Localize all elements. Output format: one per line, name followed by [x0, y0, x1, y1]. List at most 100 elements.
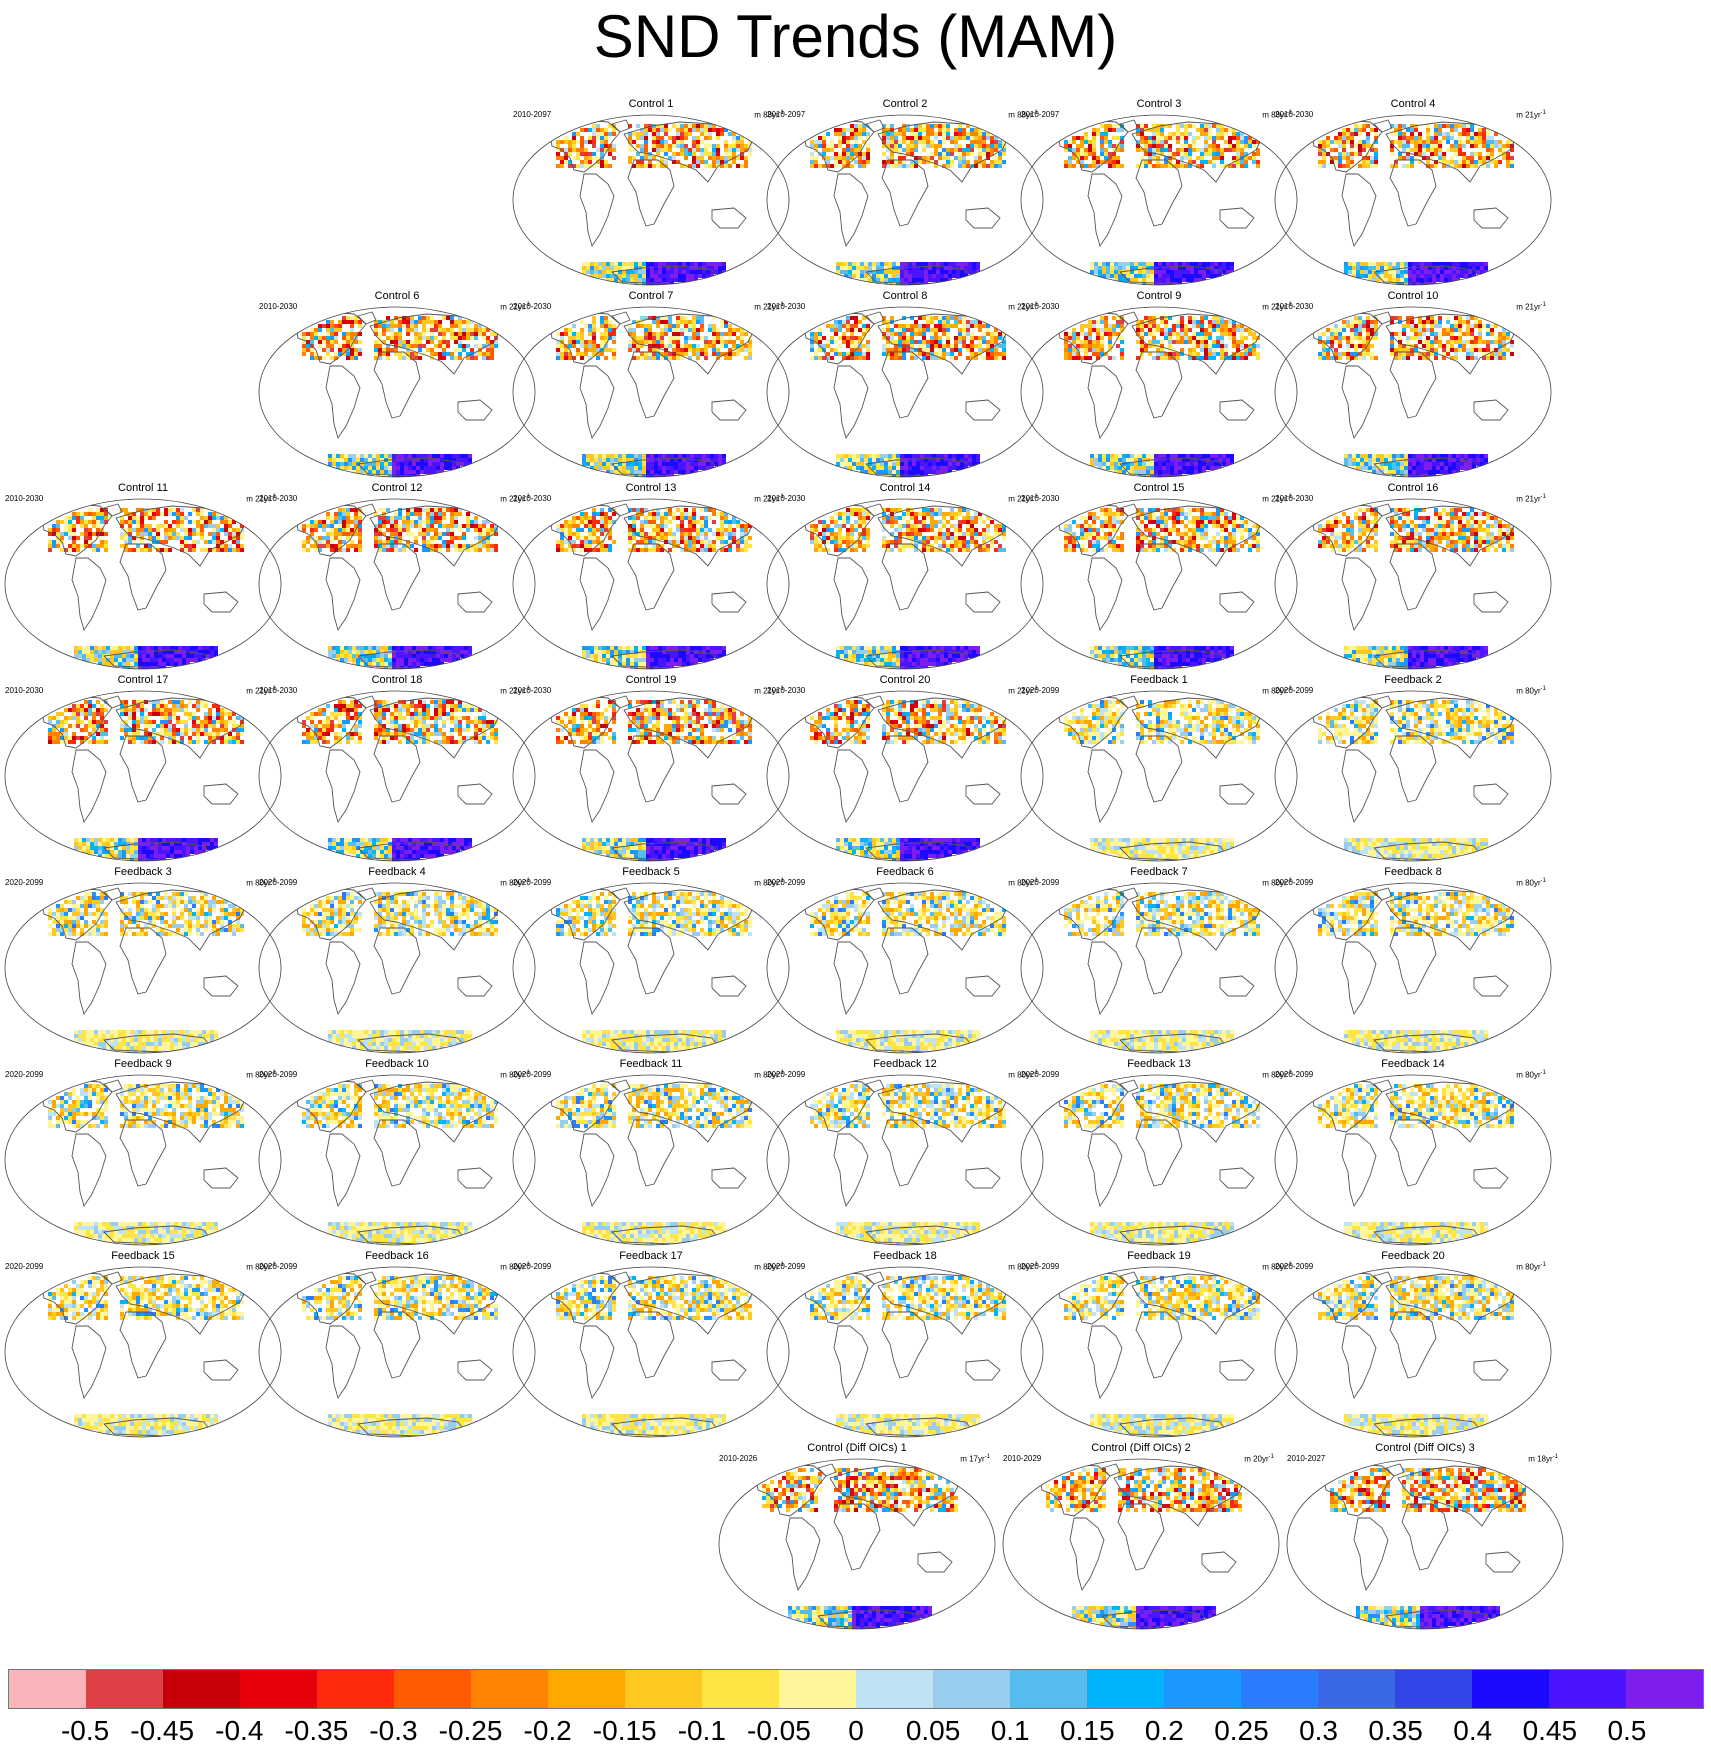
panel-units-text: m 80yr [1008, 879, 1032, 888]
panel-units-text: m 21yr [754, 495, 778, 504]
world-map [1274, 498, 1552, 670]
panel-units-exponent: -1 [1287, 110, 1292, 116]
coastline [373, 1119, 421, 1187]
world-map [1020, 1266, 1298, 1438]
coastline [1341, 1133, 1377, 1208]
trend-cells [1064, 508, 1260, 669]
panel-period: 2020-2099 [259, 878, 297, 888]
coastline [877, 1273, 1009, 1335]
panel-units-exponent: -1 [525, 878, 530, 884]
panel-units-exponent: -1 [1541, 1262, 1546, 1268]
map-panel: Control 11 2010-2030 m 21yr-1 [4, 482, 282, 672]
world-map [1274, 306, 1552, 478]
world-map [766, 1074, 1044, 1246]
panel-period: 2010-2030 [767, 494, 805, 504]
coastline [627, 1311, 675, 1379]
coastline [1219, 591, 1255, 613]
coastline [711, 207, 747, 229]
panel-period: 2010-2027 [1287, 1454, 1325, 1464]
panel-units-text: m 80yr [1262, 1263, 1286, 1272]
world-map [1020, 498, 1298, 670]
panel-units: m 21yr-1 [1516, 108, 1546, 121]
panel-units-text: m 21yr [1008, 303, 1032, 312]
panel-units-exponent: -1 [779, 1070, 784, 1076]
map-panel: Feedback 4 2020-2099 m 80yr-1 [258, 866, 536, 1056]
coastline [1219, 783, 1255, 805]
panel-period: 2010-2097 [1021, 110, 1059, 120]
panel-title: Control 8 [766, 290, 1044, 303]
colorbar-swatch [856, 1670, 933, 1708]
coastline [579, 173, 615, 248]
panel-units-text: m 88yr [1008, 111, 1032, 120]
coastline [373, 1311, 421, 1379]
coastline [627, 735, 675, 803]
coastline [71, 557, 107, 632]
panel-units-text: m 21yr [246, 687, 270, 696]
coastline [1311, 1271, 1383, 1325]
panel-title: Control 20 [766, 674, 1044, 687]
panel-units-text: m 80yr [1516, 1263, 1540, 1272]
coastline [1341, 173, 1377, 248]
colorbar-tick-label: -0.4 [215, 1714, 263, 1748]
map-panel: Control 16 2010-2030 m 21yr-1 [1274, 482, 1552, 672]
panel-units: m 88yr-1 [1008, 108, 1038, 121]
coastline [1341, 557, 1377, 632]
trend-cells [1330, 1468, 1526, 1629]
panel-title: Control 10 [1274, 290, 1552, 303]
panel-period: 2020-2099 [1021, 878, 1059, 888]
trend-cells [48, 700, 244, 861]
coastline [1119, 1417, 1227, 1437]
coastline [1117, 1503, 1165, 1571]
trend-cells [1064, 1084, 1260, 1245]
map-border [1020, 498, 1298, 670]
world-map [766, 306, 1044, 478]
coastline [1119, 265, 1227, 285]
panel-units: m 80yr-1 [500, 1260, 530, 1273]
map-border [718, 1458, 996, 1630]
map-border [1286, 1458, 1564, 1630]
map-panel: Feedback 14 2020-2099 m 80yr-1 [1274, 1058, 1552, 1248]
panel-period: 2010-2030 [5, 686, 43, 696]
map-border [1274, 882, 1552, 1054]
coastline [1119, 887, 1139, 901]
coastline [965, 399, 1001, 421]
map-panel: Control 13 2010-2030 m 21yr-1 [512, 482, 790, 672]
coastline [1473, 207, 1509, 229]
coastline [1311, 119, 1383, 173]
panel-title: Feedback 19 [1020, 1250, 1298, 1263]
panel-units-text: m 80yr [754, 879, 778, 888]
colorbar-swatch [779, 1670, 856, 1708]
coastline [115, 697, 247, 759]
panel-units: m 80yr-1 [1008, 876, 1038, 889]
coastline [1131, 1081, 1263, 1143]
world-map [1020, 1074, 1298, 1246]
panel-units: m 80yr-1 [1262, 876, 1292, 889]
coastline [1389, 1119, 1437, 1187]
panel-units-text: m 80yr [1262, 1071, 1286, 1080]
panel-period: 2010-2030 [767, 686, 805, 696]
panel-units-exponent: -1 [1541, 110, 1546, 116]
map-panel: Control (Diff OICs) 3 2010-2027 m 18yr-1 [1286, 1442, 1564, 1632]
map-border [1274, 114, 1552, 286]
coastline [1087, 941, 1123, 1016]
colorbar-tick-label: -0.3 [369, 1714, 417, 1748]
panel-period: 2020-2099 [259, 1262, 297, 1272]
panel-units-exponent: -1 [985, 1454, 990, 1460]
panel-title: Control 4 [1274, 98, 1552, 111]
trend-cells [1318, 700, 1514, 861]
panel-period: 2020-2099 [5, 1262, 43, 1272]
map-border [258, 882, 536, 1054]
panel-units-text: m 80yr [754, 1263, 778, 1272]
coastline [833, 749, 869, 824]
trend-cells [1046, 1468, 1242, 1629]
trend-cells [556, 316, 752, 477]
panel-units-text: m 80yr [754, 1071, 778, 1080]
coastline [865, 1417, 973, 1437]
colorbar-swatch [240, 1670, 317, 1708]
coastline [1087, 557, 1123, 632]
coastline [115, 1081, 247, 1143]
coastline [803, 887, 875, 941]
panel-title: Feedback 4 [258, 866, 536, 879]
panel-units-text: m 17yr [960, 1455, 984, 1464]
panel-units-exponent: -1 [779, 494, 784, 500]
